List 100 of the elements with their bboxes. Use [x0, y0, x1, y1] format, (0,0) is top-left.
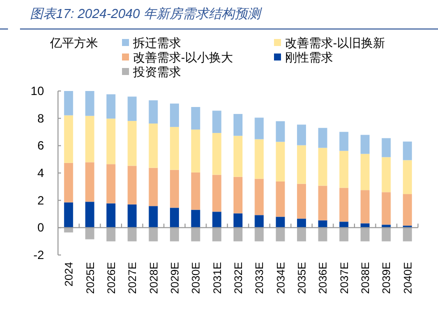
bar	[191, 130, 200, 172]
bar	[64, 202, 74, 228]
bar	[191, 172, 200, 210]
bar	[191, 210, 200, 228]
bar	[85, 162, 94, 202]
bar	[297, 184, 306, 219]
bar	[276, 181, 285, 217]
bar	[170, 104, 179, 127]
y-tick-label: 2	[37, 193, 44, 208]
legend-label: 投资需求	[132, 65, 181, 79]
x-tick-label: 2039E	[381, 262, 394, 294]
bar	[85, 202, 94, 228]
x-tick-label: 2026E	[106, 262, 118, 294]
bar	[382, 157, 391, 192]
x-tick-label: 2037E	[338, 262, 351, 294]
bar	[128, 96, 137, 121]
legend-label: 拆迁需求	[132, 36, 181, 50]
bar	[234, 176, 242, 214]
bar	[254, 178, 264, 216]
legend-label: 改善需求-以小换大	[133, 50, 233, 64]
bar	[297, 218, 306, 228]
bar	[106, 164, 116, 204]
x-tick-label: 2036E	[318, 262, 330, 294]
legend-label: 刚性需求	[285, 50, 333, 64]
x-tick-label: 2038E	[360, 262, 372, 294]
x-tick-label: 2030E	[190, 262, 203, 294]
bar	[254, 118, 264, 140]
bar	[339, 228, 348, 242]
bar	[318, 148, 328, 186]
bar	[191, 106, 200, 130]
bar	[276, 121, 285, 142]
bar	[106, 118, 116, 164]
bar	[360, 228, 370, 242]
bar	[212, 110, 222, 133]
bar	[85, 91, 94, 116]
x-tick-label: 2027E	[127, 262, 140, 294]
bar	[170, 208, 179, 228]
bar	[64, 162, 74, 202]
bar	[128, 120, 137, 166]
bar	[297, 124, 306, 146]
bar	[85, 228, 94, 240]
bar	[297, 228, 306, 242]
bar	[402, 228, 412, 242]
y-tick-label: 10	[30, 84, 44, 98]
bar	[234, 228, 242, 242]
bar	[106, 94, 116, 119]
bar	[318, 228, 328, 242]
bar	[402, 142, 412, 160]
bar	[318, 186, 328, 220]
bar	[128, 166, 137, 204]
bar	[276, 216, 285, 228]
x-tick-label: 2031E	[212, 262, 224, 294]
x-tick-label: 2025E	[84, 262, 97, 294]
bar	[148, 100, 158, 124]
bar	[85, 116, 94, 162]
bar	[339, 150, 348, 188]
bar	[128, 228, 137, 242]
bar	[254, 139, 264, 179]
bar	[339, 132, 348, 151]
bar	[234, 136, 242, 177]
x-tick-label: 2033E	[254, 262, 266, 294]
x-tick-label: 2029E	[169, 262, 182, 294]
bar	[170, 228, 179, 242]
bar	[170, 126, 179, 170]
y-tick-label: 6	[37, 138, 44, 153]
bar	[212, 132, 222, 175]
bar	[148, 206, 158, 228]
bar	[106, 203, 116, 228]
bar	[212, 212, 222, 228]
bar	[212, 174, 222, 212]
bar	[402, 160, 412, 194]
chart-title: 图表17: 2024-2040 年新房需求结构预测	[30, 6, 262, 21]
bar	[276, 228, 285, 242]
bar	[64, 91, 74, 116]
bar	[254, 228, 264, 242]
bar	[128, 204, 137, 228]
bar	[64, 115, 74, 163]
bar	[382, 138, 391, 158]
bar	[64, 228, 74, 232]
x-tick-label: 2034E	[275, 262, 288, 294]
bar	[106, 228, 116, 242]
bar	[148, 228, 158, 242]
bar	[339, 188, 348, 222]
x-tick-label: 2040E	[402, 262, 414, 294]
bar	[148, 124, 158, 168]
bar	[254, 215, 264, 228]
bar	[360, 134, 370, 154]
bar	[360, 154, 370, 190]
y-tick-label: 8	[37, 111, 44, 126]
bar	[382, 228, 391, 242]
x-tick-label: 2028E	[148, 262, 160, 294]
y-tick-label: 4	[37, 166, 44, 180]
x-tick-label: 2032E	[233, 262, 245, 294]
bar	[318, 128, 328, 148]
bar	[191, 228, 200, 242]
y-tick-label: 0	[37, 220, 44, 235]
y-axis-title: 亿平方米	[49, 36, 98, 50]
y-tick-label: -2	[33, 248, 44, 262]
bar	[360, 190, 370, 224]
bar	[170, 170, 179, 208]
